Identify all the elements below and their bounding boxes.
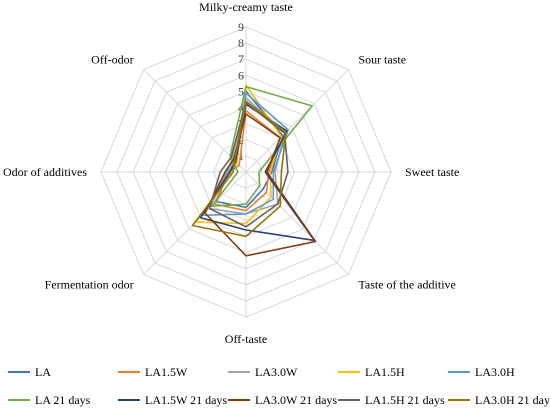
axis-label: Odor of additives: [3, 165, 87, 179]
radial-tick-label: 2: [238, 133, 244, 147]
axis-label: Sour taste: [358, 53, 406, 67]
radial-tick-label: 5: [238, 84, 244, 98]
radial-tick-label: 7: [238, 52, 244, 66]
legend-label: LA1.5W: [145, 365, 188, 379]
legend-label: LA3.0W: [255, 365, 298, 379]
legend-item: LA3.0W: [228, 365, 298, 379]
legend-item: LA3.0H: [448, 365, 515, 379]
axis-label: Off-taste: [225, 332, 267, 346]
legend-label: LA3.0H: [475, 365, 515, 379]
grid-spoke: [143, 69, 247, 173]
legend-label: LA1.5H: [365, 365, 405, 379]
legend-label: LA3.0H 21 days: [475, 393, 550, 407]
legend-label: LA 21 days: [35, 393, 91, 407]
series-line: [201, 92, 290, 217]
legend-item: LA 21 days: [8, 393, 91, 407]
series-line: [191, 100, 287, 238]
legend: LA LA1.5W LA3.0W LA1.5H LA3.0H LA 21 days LA1.…: [8, 365, 550, 407]
legend-item: LA3.0W 21 days: [228, 393, 337, 407]
legend-label: LA1.5H 21 days: [365, 393, 445, 407]
grid-spoke: [245, 69, 349, 173]
radar-grid: [100, 26, 392, 318]
radial-tick-label: 8: [238, 36, 244, 50]
legend-item: LA1.5W 21 days: [118, 393, 227, 407]
legend-item: LA1.5H 21 days: [338, 393, 445, 407]
legend-label: LA1.5W 21 days: [145, 393, 227, 407]
legend-item: LA3.0H 21 days: [448, 393, 550, 407]
axis-labels: Milky-creamy taste Sour taste Sweet taste T…: [3, 0, 459, 346]
axis-label: Taste of the additive: [358, 277, 455, 291]
series-line: [208, 101, 289, 228]
legend-label: LA3.0W 21 days: [255, 393, 337, 407]
axis-label: Off-odor: [91, 53, 133, 67]
radial-tick-label: 9: [238, 20, 244, 34]
legend-item: LA1.5H: [338, 365, 405, 379]
series-line: [204, 113, 317, 257]
legend-item: LA: [8, 365, 51, 379]
legend-label: LA: [35, 365, 51, 379]
radial-tick-label: 6: [238, 68, 244, 82]
series-lines: [191, 84, 317, 257]
axis-label: Milky-creamy taste: [199, 0, 293, 14]
legend-item: LA1.5W: [118, 365, 188, 379]
axis-label: Sweet taste: [405, 165, 459, 179]
axis-label: Fermentation odor: [45, 277, 134, 291]
